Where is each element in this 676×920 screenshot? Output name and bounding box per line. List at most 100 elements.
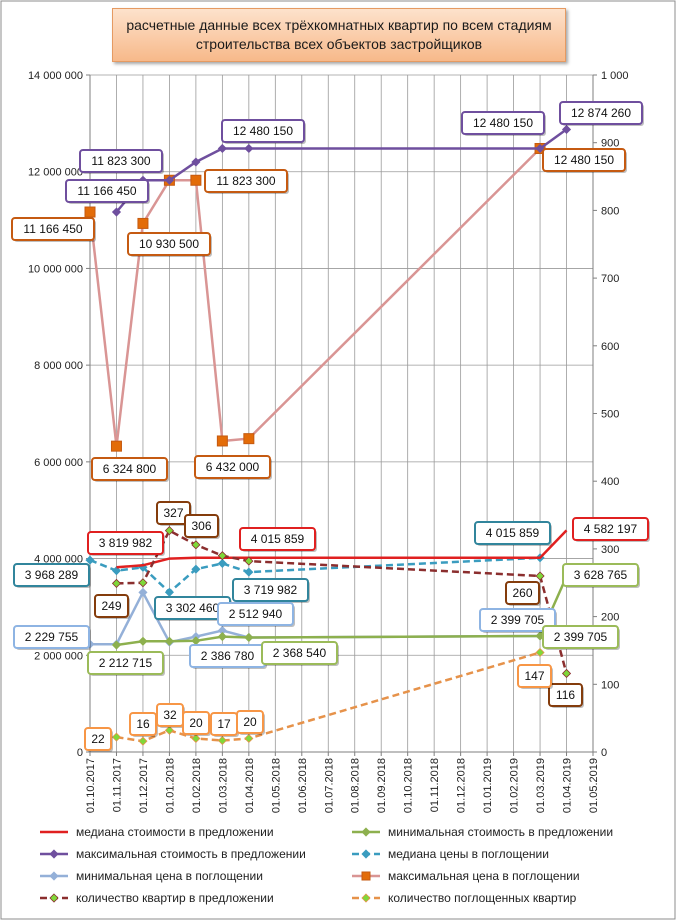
x-tick-label: 01.05.2019 <box>588 758 600 813</box>
data-point-diamond <box>111 578 122 588</box>
data-label: 6 324 800 <box>103 462 157 476</box>
data-label-box <box>65 179 149 203</box>
x-tick-label: 01.02.2018 <box>191 758 203 813</box>
data-label-box <box>461 111 545 135</box>
data-label-box <box>517 664 552 688</box>
data-label-box <box>91 457 168 481</box>
data-point-diamond <box>164 636 174 646</box>
data-label: 11 166 450 <box>23 222 82 236</box>
data-label: 306 <box>191 519 211 533</box>
x-tick-label: 01.08.2018 <box>350 758 362 813</box>
data-point-diamond <box>561 124 572 135</box>
y-left-tick-label: 12 000 000 <box>28 167 83 179</box>
chart-title-box: расчетные данные всех трёхкомнатных квар… <box>112 8 566 62</box>
y-right-tick-label: 500 <box>601 409 619 421</box>
data-label-box <box>562 563 639 587</box>
data-point-diamond <box>138 578 148 588</box>
data-point-diamond <box>191 157 201 167</box>
data-label-box <box>79 149 163 173</box>
y-left-tick-label: 0 <box>77 747 83 759</box>
data-point-diamond <box>138 587 148 597</box>
data-label: 12 480 150 <box>473 116 533 130</box>
data-label: 20 <box>243 715 257 729</box>
data-label-box <box>194 455 271 479</box>
legend-label: количество квартир в предложении <box>76 891 274 905</box>
series-line <box>115 128 568 213</box>
data-point-diamond <box>217 735 227 746</box>
y-right-tick-label: 1 000 <box>601 70 629 82</box>
legend-label: максимальная цена в поглощении <box>388 869 580 883</box>
data-point-diamond <box>244 567 254 577</box>
legend-label: максимальная стоимость в предложении <box>76 847 306 861</box>
data-point-diamond <box>111 640 122 650</box>
series-line <box>116 529 568 569</box>
data-point-diamond <box>244 632 254 643</box>
legend-swatch-marker <box>361 827 371 837</box>
data-point-diamond <box>111 732 122 742</box>
legend-swatch-marker <box>361 871 371 881</box>
data-label: 4 015 859 <box>486 526 540 540</box>
data-label: 16 <box>136 717 150 731</box>
data-label-box <box>542 148 626 172</box>
data-point-square <box>190 174 202 186</box>
data-label: 11 823 300 <box>91 154 150 168</box>
y-left-tick-label: 6 000 000 <box>34 457 83 469</box>
data-label: 3 302 460 <box>166 601 220 615</box>
data-label: 327 <box>163 506 183 520</box>
data-point-square <box>137 217 149 229</box>
data-label: 3 719 982 <box>244 583 298 597</box>
legend-label: медиана цены в поглощении <box>388 847 549 861</box>
data-point-diamond <box>244 556 254 566</box>
data-point-square <box>110 440 122 452</box>
x-tick-label: 01.02.2019 <box>509 758 521 813</box>
data-label: 147 <box>524 669 544 683</box>
data-point-diamond <box>244 733 254 744</box>
data-point-diamond <box>561 668 572 679</box>
data-label-box <box>129 712 157 736</box>
data-label: 260 <box>512 586 532 600</box>
x-tick-label: 01.11.2017 <box>111 758 123 812</box>
data-label: 3 819 982 <box>99 536 153 550</box>
data-label: 2 229 755 <box>25 630 79 644</box>
x-tick-label: 01.04.2019 <box>562 758 574 813</box>
data-label: 4 015 859 <box>251 532 305 546</box>
data-point-diamond <box>535 571 545 581</box>
data-label-box <box>217 602 294 626</box>
y-right-tick-label: 800 <box>601 205 619 217</box>
x-tick-label: 01.05.2018 <box>270 758 282 813</box>
x-tick-label: 01.11.2018 <box>429 758 441 812</box>
data-label-box <box>11 217 95 241</box>
data-label: 11 823 300 <box>216 174 275 188</box>
data-point-diamond <box>164 587 174 597</box>
x-tick-label: 01.01.2019 <box>482 758 494 813</box>
data-point-diamond <box>138 636 148 646</box>
data-label: 20 <box>189 716 203 730</box>
data-label-box <box>548 683 583 707</box>
data-label: 2 368 540 <box>273 646 327 660</box>
data-label: 11 166 450 <box>77 184 136 198</box>
data-point-diamond <box>138 736 148 746</box>
data-label-box <box>94 594 129 618</box>
x-tick-label: 01.10.2017 <box>85 758 97 813</box>
data-label-box <box>87 651 164 675</box>
x-tick-label: 01.07.2018 <box>323 758 335 813</box>
x-tick-label: 01.09.2018 <box>376 758 388 813</box>
x-tick-label: 01.03.2018 <box>217 758 229 813</box>
series-line <box>89 556 541 594</box>
data-label-box <box>236 710 264 734</box>
y-right-tick-label: 100 <box>601 679 619 691</box>
data-label-box <box>184 514 219 538</box>
y-right-tick-label: 700 <box>601 273 619 285</box>
data-point-square <box>84 206 96 218</box>
data-point-diamond <box>535 647 545 658</box>
data-point-diamond <box>191 733 201 744</box>
data-label-box <box>239 527 316 551</box>
y-left-tick-label: 2 000 000 <box>34 650 83 662</box>
x-tick-label: 01.04.2018 <box>244 758 256 813</box>
data-label: 116 <box>556 688 575 702</box>
series-line <box>88 147 541 447</box>
legend-swatch-marker <box>361 849 371 859</box>
y-left-tick-label: 14 000 000 <box>28 70 83 82</box>
y-right-tick-label: 600 <box>601 341 619 353</box>
data-label: 3 628 765 <box>574 568 628 582</box>
